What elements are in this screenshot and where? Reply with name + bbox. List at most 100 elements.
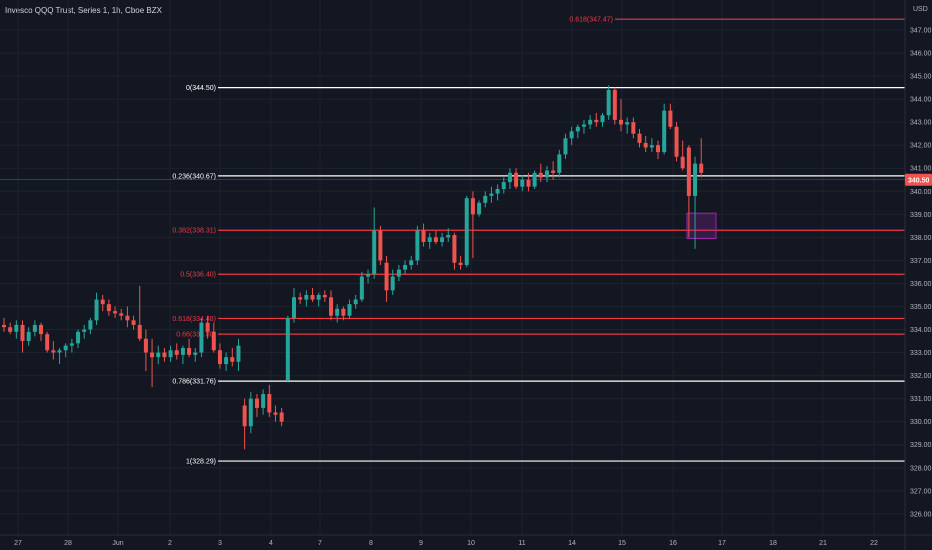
candle-body [526,179,531,187]
candle-body [205,322,210,332]
price-tick-label: 340.00 [910,189,932,196]
candle-body [26,331,31,342]
candle-body [588,119,593,125]
price-tick-label: 343.00 [910,120,932,127]
price-tick-label: 329.00 [910,442,932,449]
time-tick-label: 16 [669,540,677,547]
fib-level-label: 0.618(334.48) [172,316,216,323]
candle-body [162,352,167,358]
last-price-marker: 340.50 [0,173,932,186]
price-tick-label: 341.00 [910,166,932,173]
price-tick-label: 326.00 [910,511,932,518]
fib-level-label: 0.382(338.31) [172,228,216,235]
candle-body [458,262,463,266]
price-tick-label: 337.00 [910,258,932,265]
chart-grid [0,0,905,535]
candle-body [563,138,568,155]
price-tick-label: 342.00 [910,143,932,150]
candle-body [254,398,259,408]
candle-body [174,350,179,355]
highlight-box[interactable] [686,212,717,240]
candle-body [619,119,623,125]
fib-level-label: 0.618(347.47) [569,17,613,24]
candle-body [242,405,247,427]
candle-body [8,327,13,332]
candle-body [298,297,303,300]
candle-body [390,276,395,291]
candle-body [662,110,667,153]
candle-body [224,357,229,365]
candle-body [211,331,216,351]
candle-body [230,357,235,362]
time-tick-label: 18 [769,540,777,547]
candle-body [199,322,204,353]
candle-body [600,115,605,123]
candle-body [329,297,334,316]
last-price-value: 340.50 [908,177,930,184]
time-tick-label: 17 [718,540,726,547]
candle-body [421,230,426,242]
chart-title: Invesco QQQ Trust, Series 1, 1h, Cboe BZ… [5,6,162,15]
price-tick-label: 334.00 [910,327,932,334]
candle-body [396,269,401,277]
candle-body [156,352,161,358]
candle-body [372,230,377,275]
candle-body [193,352,198,355]
candle-body [594,119,599,123]
time-tick-label: 22 [870,540,878,547]
fib-level-label: 0.236(340.67) [172,173,216,180]
candle-body [291,297,296,318]
fibonacci-retracement[interactable]: 0.618(347.47) 0(344.50) 0.236(340.67) 0.382… [172,17,905,466]
candle-body [45,334,50,351]
candle-body [341,308,346,316]
candle-body [217,350,222,365]
candle-body [248,398,253,427]
candle-body [57,350,62,353]
candle-body [495,188,500,194]
price-axis[interactable]: 347.00 346.00 345.00 344.00 343.00 342.00 341.… [904,0,932,550]
price-tick-label: 330.00 [910,419,932,426]
candle-body [20,324,25,342]
candle-body [366,274,371,277]
candle-body [88,320,93,330]
candle-body [51,350,56,353]
time-tick-label: 8 [369,540,373,547]
time-tick-label: 10 [467,540,475,547]
candle-body [643,142,648,148]
candle-body [261,394,266,408]
candle-body [14,324,19,332]
candle-body [403,265,408,270]
candle-body [569,131,574,139]
candle-body [359,276,364,300]
candle-body [94,299,99,321]
candle-body [137,324,142,339]
candle-body [446,235,451,238]
candle-body [674,126,679,157]
candle-body [347,304,352,316]
candle-body [520,179,525,187]
candle-body [32,324,37,332]
candle-body [680,156,685,169]
price-tick-label: 332.00 [910,373,932,380]
candle-body [279,412,284,422]
time-axis[interactable]: 27 28 Jun 2 3 4 7 8 9 10 11 14 15 16 17 18 21 22 [0,534,932,547]
time-tick-label: 15 [618,540,626,547]
candle-body [119,313,124,316]
candle-body [575,126,580,132]
candle-body [180,347,185,355]
candle-body [440,237,445,242]
candle-body [612,89,617,120]
candle-body [477,202,482,215]
price-tick-label: 339.00 [910,212,932,219]
candle-body [353,299,358,305]
candle-body [501,182,506,189]
candle-body [606,89,611,116]
candle-body [409,260,414,266]
candle-body [322,294,327,298]
candle-body [39,324,44,335]
price-tick-label: 336.00 [910,281,932,288]
time-tick-label: 11 [518,540,525,547]
candle-body [2,324,6,328]
last-price-tag [905,173,932,186]
